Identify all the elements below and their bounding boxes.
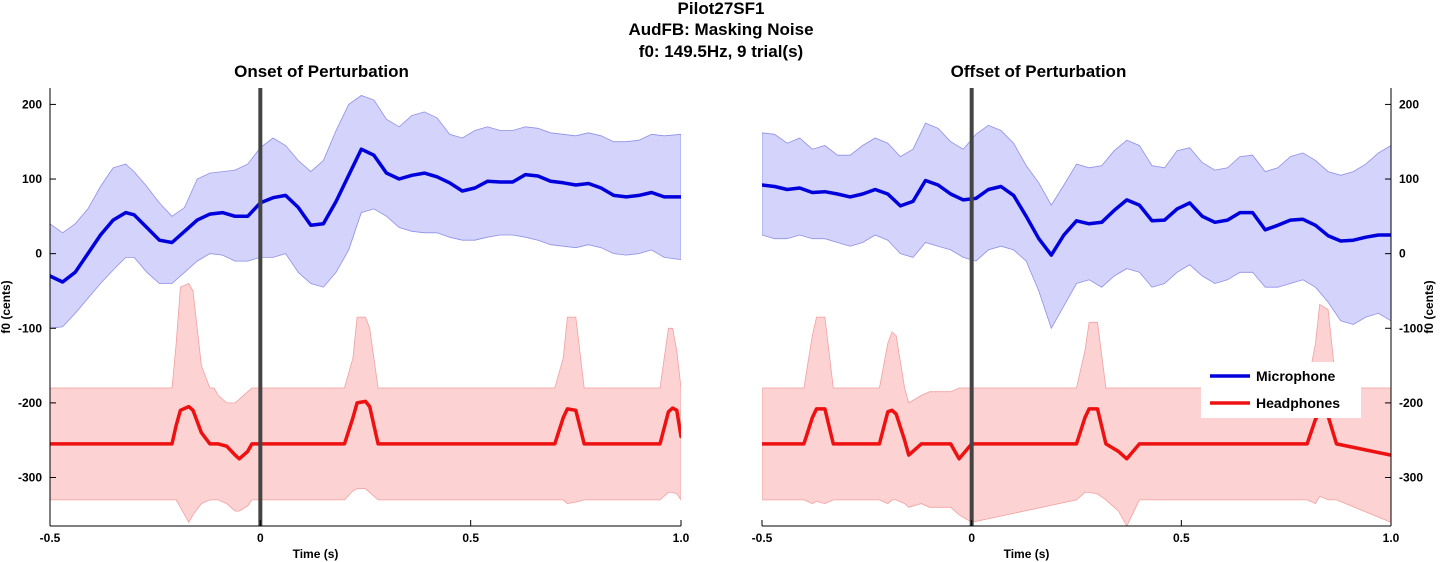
microphone-mean-line (762, 178, 1391, 257)
x-tick-label: 0.5 (462, 531, 479, 545)
onset-panel: -0.5 0 0.5 1.0 -300 -200 -100 0 100 200 Onset of P… (0, 62, 690, 561)
x-tick-label: -0.5 (752, 531, 773, 545)
plot-area (762, 122, 1391, 526)
y-tick-label: 100 (22, 172, 42, 186)
y-tick-label: -100 (18, 321, 42, 335)
figure-title: Pilot27SF1 AudFB: Masking Noise f0: 149.… (628, 0, 813, 61)
y-axis-label: f0 (cents) (0, 280, 13, 333)
legend-box (1201, 362, 1361, 418)
y-tick-label: -200 (18, 396, 42, 410)
headphones-mean-line (762, 407, 1391, 461)
legend: Microphone Headphones (1201, 362, 1361, 418)
x-axis-label: Time (s) (1004, 547, 1050, 561)
x-tick-label: 0 (257, 531, 264, 545)
headphones-mean-line (50, 399, 681, 461)
y-tick-label: -300 (1399, 470, 1423, 484)
microphone-confidence-band (50, 95, 681, 329)
y-tick-label: 0 (1399, 247, 1406, 261)
x-tick-label: 0 (968, 531, 975, 545)
figure-title-line-2: AudFB: Masking Noise (628, 20, 813, 39)
x-tick-label: 0.5 (1173, 531, 1190, 545)
microphone-mean-line (50, 147, 681, 284)
legend-label-microphone: Microphone (1256, 368, 1336, 384)
offset-panel: -0.5 0 0.5 1.0 -300 -200 -100 0 100 200 Offset of … (752, 62, 1436, 561)
y-tick-label: 0 (35, 247, 42, 261)
y-axis-label: f0 (cents) (1422, 280, 1436, 333)
y-tick-label: 200 (1399, 97, 1419, 111)
x-tick-label: 1.0 (1383, 531, 1400, 545)
x-tick-label: 1.0 (673, 531, 690, 545)
y-tick-label: -100 (1399, 321, 1423, 335)
panel-title: Onset of Perturbation (234, 62, 409, 81)
x-axis-label: Time (s) (293, 547, 339, 561)
plot-area (50, 95, 681, 524)
x-tick-label: -0.5 (40, 531, 61, 545)
y-tick-label: -200 (1399, 396, 1423, 410)
y-tick-label: 200 (22, 97, 42, 111)
y-tick-label: 100 (1399, 172, 1419, 186)
headphones-confidence-band (762, 303, 1391, 526)
legend-label-headphones: Headphones (1256, 395, 1340, 411)
microphone-confidence-band (762, 122, 1391, 330)
panel-title: Offset of Perturbation (951, 62, 1127, 81)
figure-title-line-3: f0: 149.5Hz, 9 trial(s) (639, 42, 803, 61)
figure-title-line-1: Pilot27SF1 (678, 0, 765, 18)
y-tick-label: -300 (18, 470, 42, 484)
